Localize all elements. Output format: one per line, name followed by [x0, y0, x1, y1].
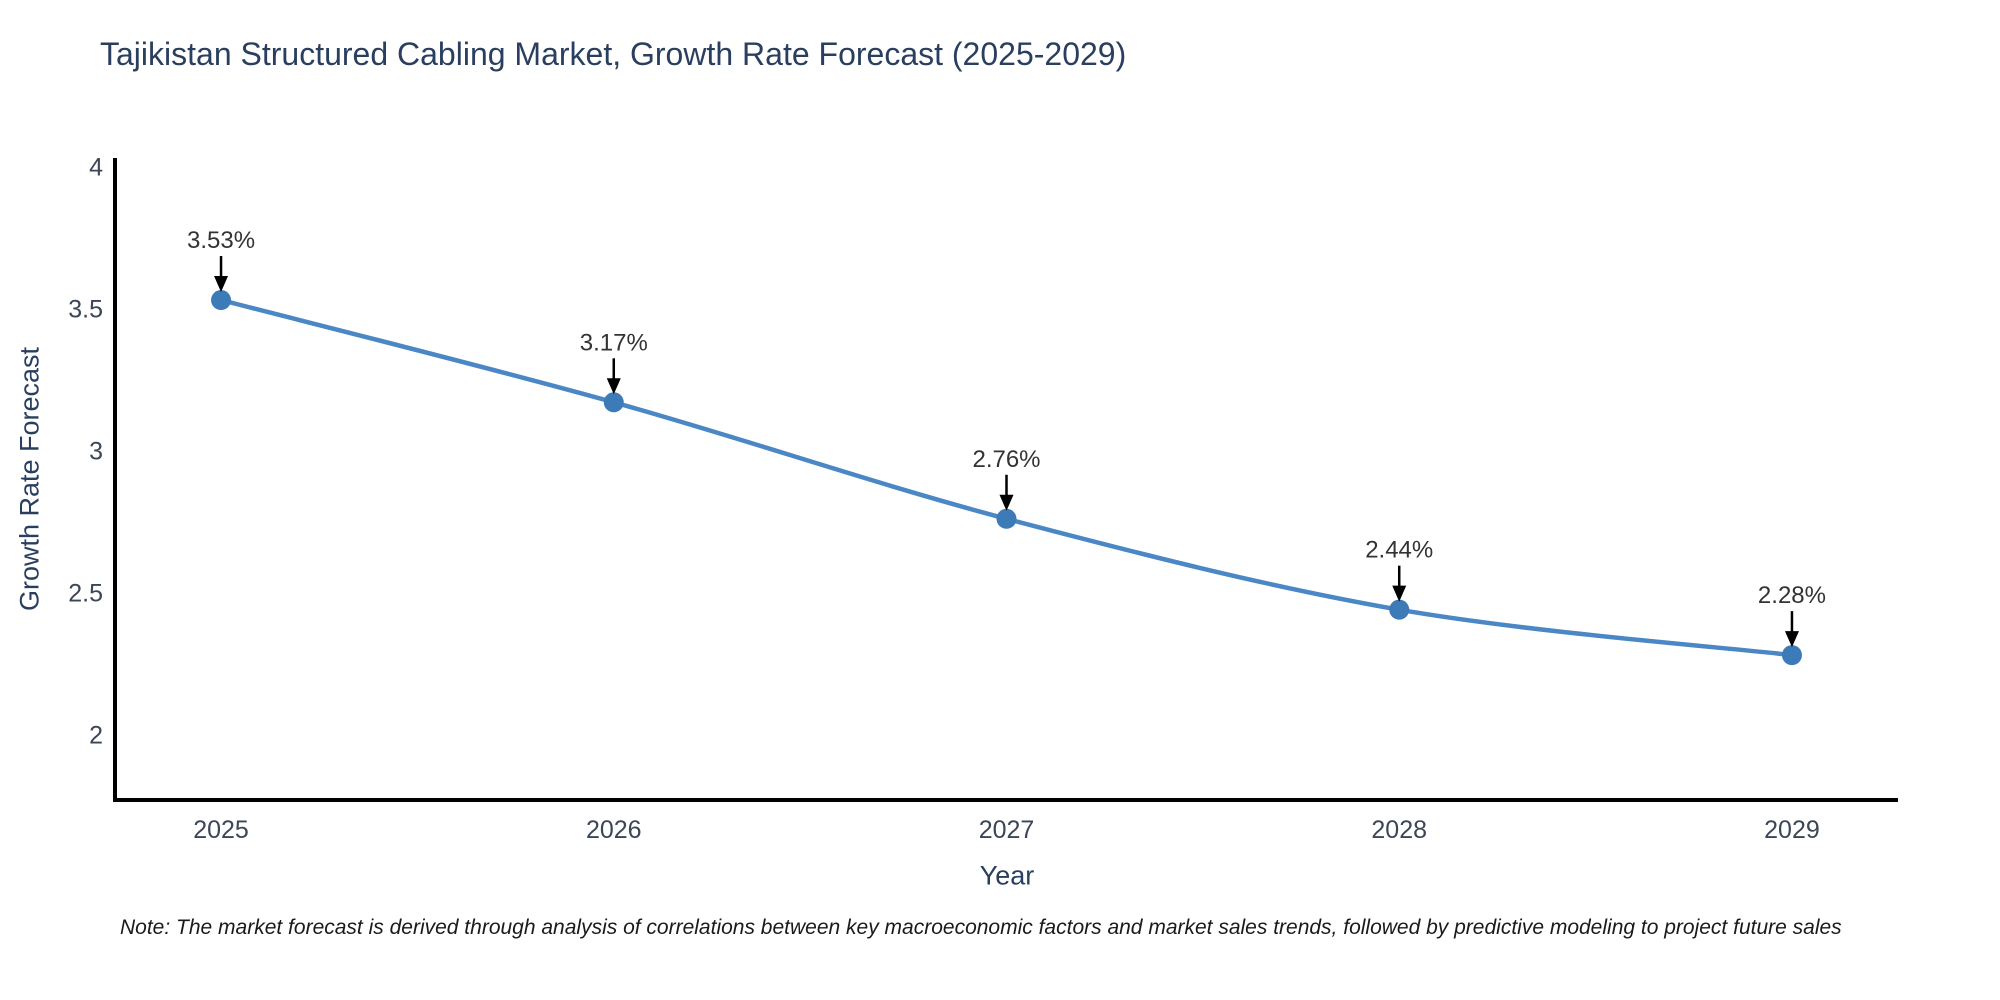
- annotation-arrowhead: [214, 276, 229, 293]
- y-tick-label: 4: [89, 154, 103, 182]
- annotation-arrowhead: [606, 378, 621, 395]
- data-point-marker: [1389, 599, 1410, 620]
- y-tick-label: 3.5: [68, 296, 103, 324]
- data-point-label: 2.44%: [1365, 537, 1433, 564]
- data-point-marker: [996, 508, 1017, 529]
- data-point-label: 3.17%: [580, 329, 648, 356]
- y-tick-label: 3: [89, 438, 103, 466]
- data-point-label: 3.53%: [187, 227, 255, 254]
- data-point-label: 2.28%: [1758, 582, 1826, 609]
- x-tick-label: 2026: [586, 816, 642, 844]
- chart-title: Tajikistan Structured Cabling Market, Gr…: [100, 36, 1127, 72]
- x-tick-label: 2029: [1764, 816, 1820, 844]
- x-tick-label: 2028: [1371, 816, 1427, 844]
- data-point-marker: [1781, 645, 1802, 666]
- annotation-arrowhead: [999, 494, 1014, 511]
- x-tick-label: 2027: [979, 816, 1035, 844]
- y-tick-label: 2.5: [68, 580, 103, 608]
- annotation-arrowhead: [1392, 585, 1407, 602]
- y-tick-label: 2: [89, 722, 103, 750]
- data-point-label: 2.76%: [972, 446, 1040, 473]
- x-tick-label: 2025: [193, 816, 249, 844]
- x-axis-title: Year: [979, 860, 1035, 891]
- data-point-marker: [211, 290, 232, 311]
- data-point-marker: [603, 392, 624, 413]
- methodology-note: Note: The market forecast is derived thr…: [120, 916, 1842, 939]
- annotation-arrowhead: [1784, 631, 1799, 648]
